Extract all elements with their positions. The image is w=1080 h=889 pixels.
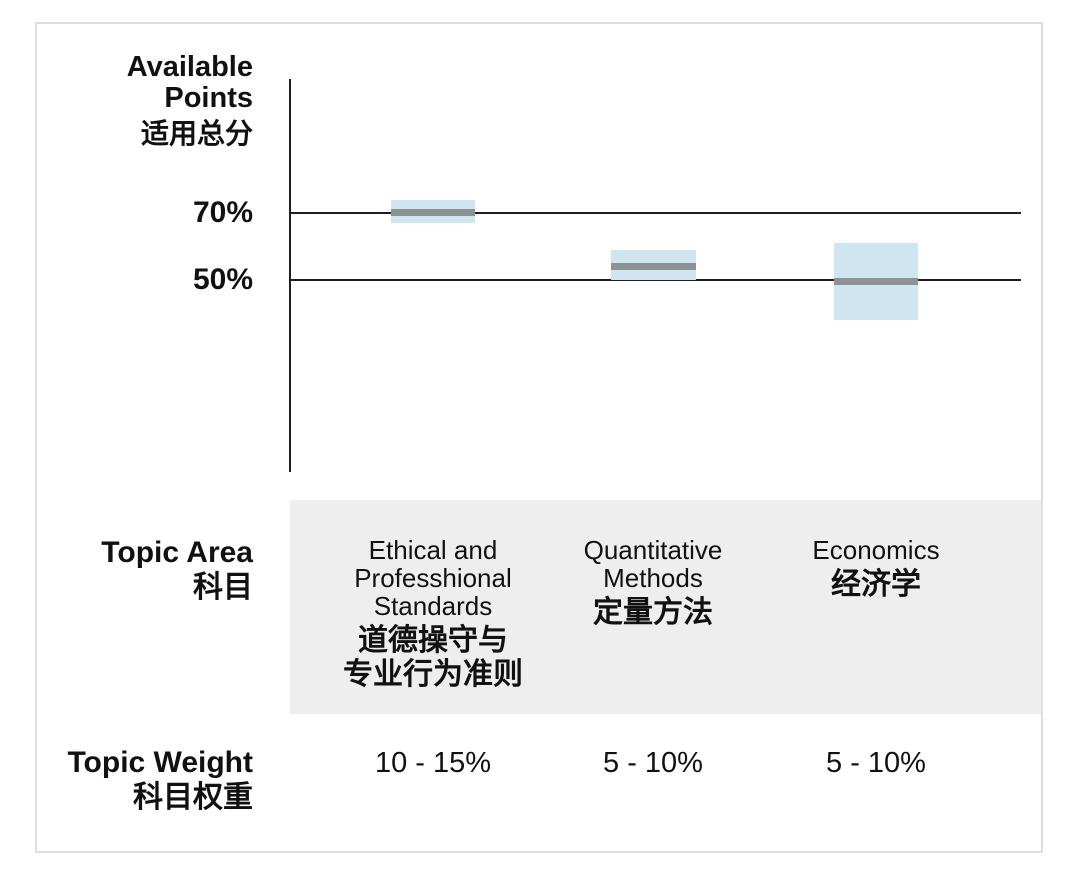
topic-weight-value-quantitative-methods: 5 - 10% xyxy=(603,747,703,779)
topic-weight-row-label: Topic Weight 科目权重 xyxy=(40,746,253,815)
topic-area-row-label: Topic Area 科目 xyxy=(40,536,253,605)
topic-weight-value-ethical-standards: 10 - 15% xyxy=(374,747,492,779)
median-line-economics xyxy=(834,278,918,286)
topic-weight-label-en: Topic Weight xyxy=(67,746,253,779)
topic-name-line: Ethical and xyxy=(368,535,498,565)
topic-name-zh-line: 经济学 xyxy=(831,568,921,601)
topic-name-zh-line: 道德操守与 xyxy=(358,624,508,657)
range-box-economics xyxy=(834,243,918,321)
gridline-50-percent xyxy=(289,279,1021,281)
topic-area-panel xyxy=(290,500,1041,714)
range-box-quantitative-methods xyxy=(610,249,696,280)
topic-name-zh-block: 经济学 xyxy=(746,568,1006,602)
y-axis-title: Available Points 适用总分 xyxy=(40,52,253,150)
y-axis-title-en: Available Points xyxy=(126,51,253,114)
topic-name-zh-block: 定量方法 xyxy=(523,596,783,630)
topic-name-zh-line: 专业行为准则 xyxy=(343,658,523,691)
topic-name-line: Professhional xyxy=(354,563,512,593)
y-axis-line xyxy=(289,79,291,472)
gridline-70-percent xyxy=(289,212,1021,214)
topic-name-zh-line: 定量方法 xyxy=(593,596,713,629)
topic-area-label-zh: 科目 xyxy=(193,571,253,604)
topic-name-line: Methods xyxy=(603,563,703,593)
topic-column-quantitative-methods: Quantitative Methods 定量方法 xyxy=(523,536,783,630)
range-box-ethical-standards xyxy=(391,199,475,224)
median-line-ethical-standards xyxy=(391,209,475,217)
median-line-quantitative-methods xyxy=(610,263,696,271)
topic-name-line: Economics xyxy=(812,535,940,565)
topic-column-economics: Economics 经济学 xyxy=(746,536,1006,602)
y-axis-title-zh: 适用总分 xyxy=(140,118,253,149)
y-tick-70: 70% xyxy=(192,196,253,229)
frame-border xyxy=(35,22,1043,853)
topic-name-line: Quantitative xyxy=(583,535,723,565)
topic-name-line: Standards xyxy=(373,591,493,621)
topic-area-label-en: Topic Area xyxy=(101,536,253,569)
y-tick-50: 50% xyxy=(192,263,253,296)
topic-weight-label-zh: 科目权重 xyxy=(133,781,253,814)
topic-weight-value-economics: 5 - 10% xyxy=(826,747,926,779)
topic-name-zh-block: 道德操守与 专业行为准则 xyxy=(303,624,563,692)
topic-column-ethical-standards: Ethical and Professhional Standards 道德操守… xyxy=(303,536,563,692)
